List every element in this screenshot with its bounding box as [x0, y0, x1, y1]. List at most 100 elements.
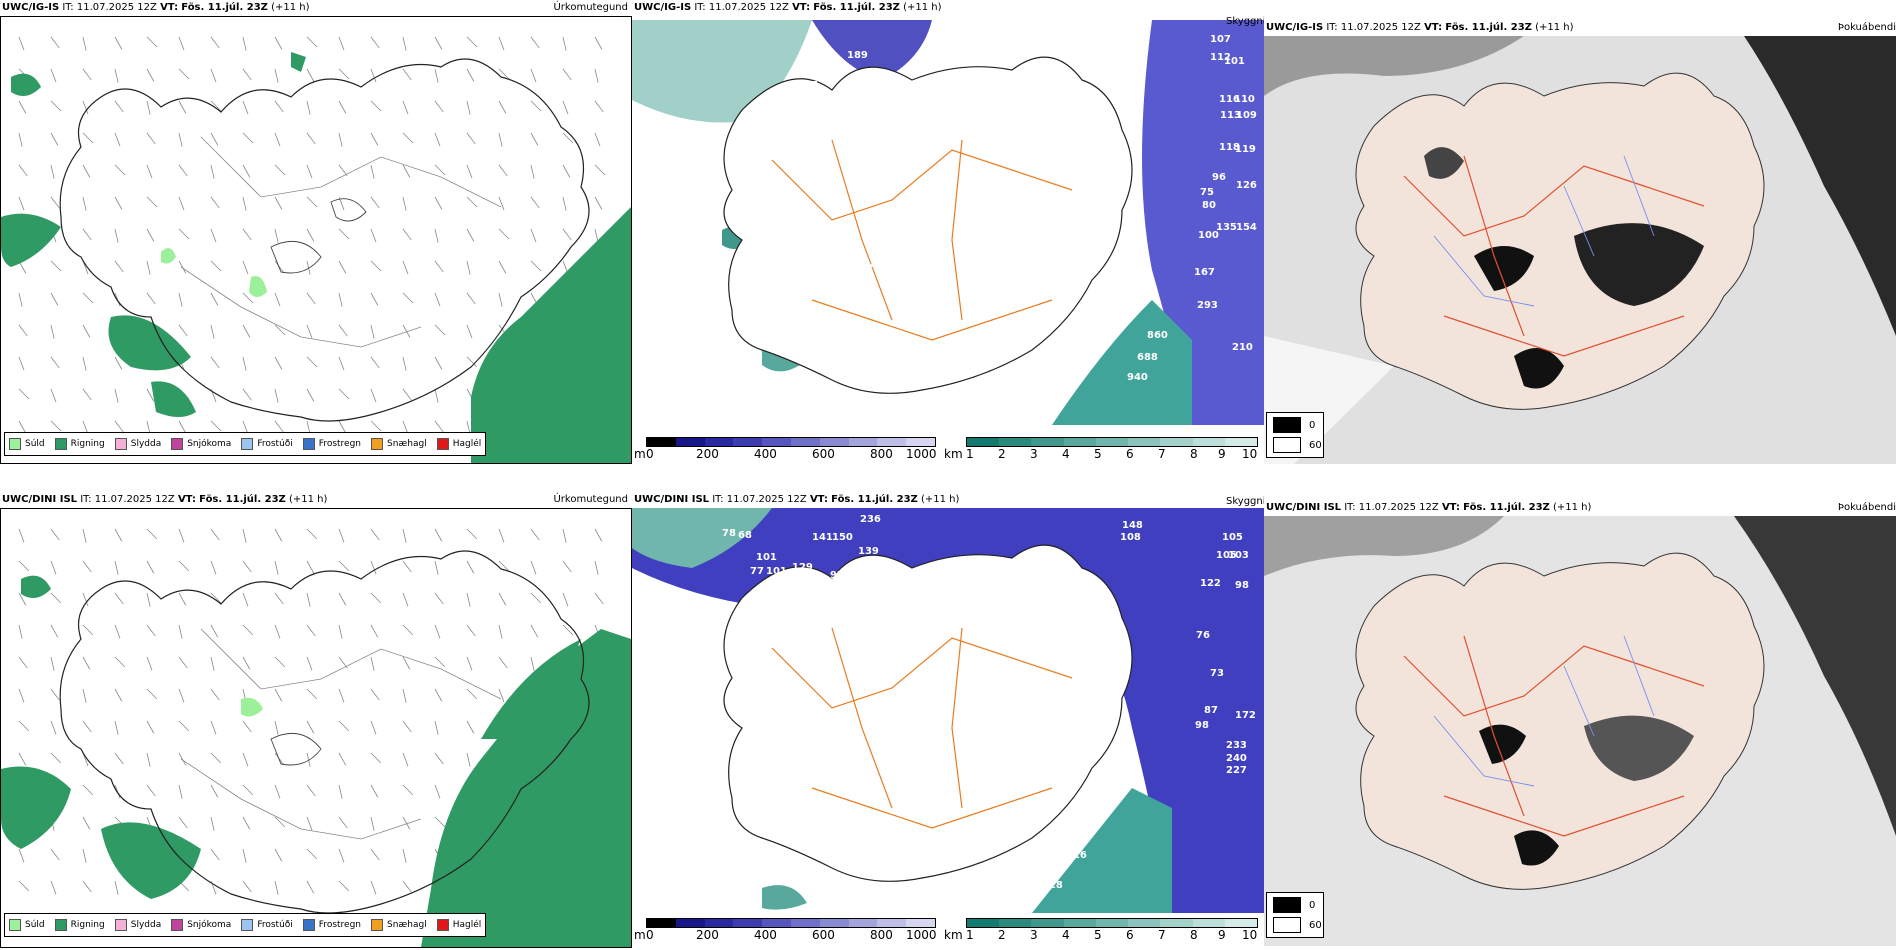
- fog-map: [1264, 36, 1896, 464]
- legend-swatch: [1273, 417, 1301, 433]
- legend-label: 60: [1309, 919, 1322, 931]
- tick-label: 5: [1094, 928, 1102, 942]
- tick-label: 0: [646, 447, 654, 461]
- cloud-base-value: 110: [1234, 94, 1255, 105]
- legend-item: Frostúði: [241, 919, 293, 931]
- it-label: IT:: [80, 494, 92, 505]
- tick-label: 4: [1062, 928, 1070, 942]
- tick-label: 1000: [906, 928, 937, 942]
- fog-panel-row1: UWC/IG-IS IT: 11.07.2025 12Z VT: Fös. 11…: [1264, 0, 1900, 465]
- precip-panel-row2: UWC/DINI ISL IT: 11.07.2025 12Z VT: Fös.…: [0, 480, 632, 950]
- legend-label: Snjókoma: [187, 439, 232, 449]
- cloud-base-value: 77: [750, 566, 764, 577]
- legend-item: Haglél: [436, 438, 481, 450]
- cloud-base-value: 122: [780, 588, 801, 599]
- cloud-base-value: 113: [1220, 110, 1241, 121]
- vt-label: VT:: [792, 2, 811, 13]
- panel-title: Þokuábendi: [1837, 502, 1896, 513]
- cloud-base-value: 96: [782, 107, 796, 118]
- cloud-base-value: 129: [792, 562, 813, 573]
- cloud-base-value: 87: [1204, 705, 1218, 716]
- cloud-base-value: 141: [812, 532, 833, 543]
- precip-map: [0, 508, 632, 948]
- cloud-base-value: 293: [1197, 300, 1218, 311]
- cloud-map: 236 78 68 141 150 139 101 77 101 129 97 82 122 200 51 3…: [632, 508, 1264, 913]
- unit-label: km: [944, 928, 963, 942]
- panel-title: Úrkomutegund: [553, 494, 628, 505]
- cloud-base-value: 210: [1232, 342, 1253, 353]
- legend-item: Snæhagl: [371, 919, 427, 931]
- model-name: UWC/IG-IS: [634, 2, 692, 13]
- cloud-base-value: 82: [860, 558, 874, 569]
- tick-label: 10: [1242, 928, 1258, 942]
- cloud-base-value: 139: [858, 546, 879, 557]
- fog-panel-row2: UWC/DINI ISL IT: 11.07.2025 12Z VT: Fös.…: [1264, 480, 1900, 950]
- legend-swatch: [371, 438, 384, 450]
- legend-swatch: [1273, 437, 1301, 453]
- cloud-base-value: 45: [832, 270, 846, 281]
- cloud-base-bar: [646, 918, 936, 928]
- cloud-base-value: 83: [880, 818, 894, 829]
- legend-label: Snæhagl: [387, 920, 427, 930]
- vt-value: Fös. 11.júl. 23Z: [199, 494, 286, 505]
- it-label: IT:: [1326, 22, 1338, 33]
- cloud-base-value: 75: [1200, 187, 1214, 198]
- precip-panel-row1: UWC/IG-IS IT: 11.07.2025 12Z VT: Fös. 11…: [0, 0, 632, 465]
- cloud-base-value: 126: [1236, 180, 1257, 191]
- cloud-base-value: 112: [1210, 52, 1231, 63]
- it-label: IT:: [694, 2, 706, 13]
- legend-swatch: [1273, 897, 1301, 913]
- legend-swatch: [9, 438, 21, 450]
- it-label: IT:: [62, 2, 74, 13]
- it-value: 11.07.2025 12Z: [708, 2, 789, 13]
- legend-item: Frostregn: [302, 919, 361, 931]
- legend-label: Rigning: [70, 920, 105, 930]
- fog-legend: 0 60: [1266, 412, 1324, 458]
- model-name: UWC/DINI ISL: [1266, 502, 1342, 513]
- model-name: UWC/DINI ISL: [634, 494, 710, 505]
- cloud-base-value: 78: [722, 528, 736, 539]
- tick-label: 8: [1190, 928, 1198, 942]
- cloud-base-value: 42: [897, 370, 911, 381]
- panel-header: UWC/DINI ISL IT: 11.07.2025 12Z VT: Fös.…: [0, 492, 632, 507]
- tick-label: 2: [998, 447, 1006, 461]
- visibility-bar: [966, 437, 1258, 447]
- tick-label: 10: [1242, 447, 1258, 461]
- legend-swatch: [171, 438, 184, 450]
- cloud-base-value: 105: [1216, 550, 1237, 561]
- panel-header: UWC/IG-IS IT: 11.07.2025 12Z VT: Fös. 11…: [0, 0, 632, 15]
- cloud-base-value: 98: [1195, 720, 1209, 731]
- cloud-base-value: 105: [1222, 532, 1243, 543]
- panel-title: Skyggni: [1226, 16, 1266, 27]
- cloud-base-value: 70: [890, 818, 904, 829]
- cloud-base-value: 108: [812, 282, 833, 293]
- cloud-base-value: 172: [1235, 710, 1256, 721]
- legend-label: 0: [1309, 419, 1316, 431]
- lead-time: (+11 h): [289, 494, 328, 505]
- legend-label: Frostúði: [257, 920, 293, 930]
- legend-swatch: [241, 919, 254, 931]
- cloud-panel-row2: UWC/DINI ISL IT: 11.07.2025 12Z VT: Fös.…: [632, 480, 1264, 950]
- cloud-base-value: 101: [1224, 56, 1245, 67]
- cloud-base-value: 233: [1226, 740, 1247, 751]
- it-value: 11.07.2025 12Z: [726, 494, 807, 505]
- fog-legend: 0 60: [1266, 892, 1324, 938]
- tick-label: 7: [1158, 447, 1166, 461]
- tick-label: 3: [1030, 928, 1038, 942]
- lead-time: (+11 h): [271, 2, 310, 13]
- precip-legend: Súld Rigning Slydda Snjókoma Frostúði Fr…: [4, 913, 487, 937]
- cloud-base-value: 190: [802, 52, 823, 63]
- tick-label: 9: [1218, 928, 1226, 942]
- cloud-base-value: 200: [808, 600, 829, 611]
- legend-item: Haglél: [436, 919, 481, 931]
- cloud-base-value: 111: [997, 282, 1018, 293]
- cloud-base-value: 70: [900, 845, 914, 856]
- it-label: IT:: [712, 494, 724, 505]
- cloud-base-value: 326: [1066, 850, 1087, 861]
- it-value: 11.07.2025 12Z: [94, 494, 175, 505]
- it-value: 11.07.2025 12Z: [76, 2, 157, 13]
- lead-time: (+11 h): [1553, 502, 1592, 513]
- legend-item: Súld: [9, 438, 45, 450]
- cloud-base-value: 118: [1219, 142, 1240, 153]
- legend-swatch: [1273, 917, 1301, 933]
